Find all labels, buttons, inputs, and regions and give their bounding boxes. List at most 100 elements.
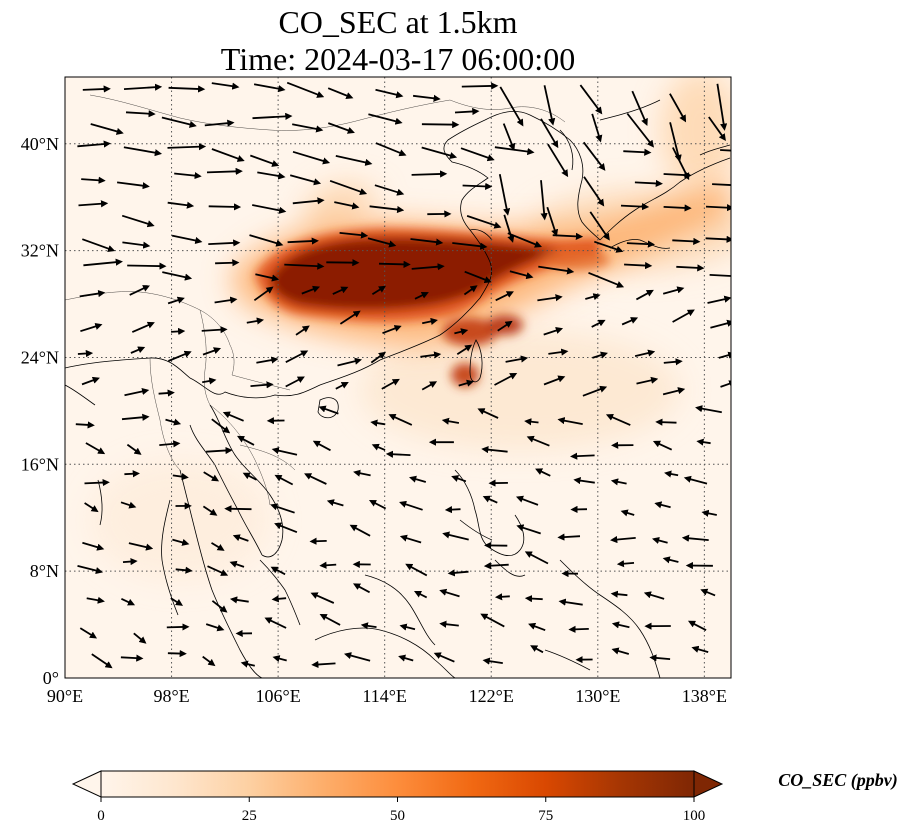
wind-arrow: [582, 385, 608, 397]
wind-arrow: [349, 524, 371, 537]
wind-arrow: [528, 622, 546, 632]
wind-arrow: [250, 381, 274, 389]
wind-arrow: [170, 597, 184, 606]
wind-arrow: [120, 654, 144, 662]
wind-arrow: [439, 620, 459, 628]
wind-arrow: [611, 647, 630, 655]
wind-arrow: [626, 112, 655, 148]
wind-arrow: [524, 418, 539, 426]
wind-arrow: [211, 542, 225, 551]
wind-arrow: [623, 148, 652, 156]
wind-arrow: [652, 440, 673, 451]
title-line-2: Time: 2024-03-17 06:00:00: [220, 41, 576, 77]
wind-arrow: [594, 240, 624, 253]
wind-arrow: [381, 378, 400, 390]
wind-arrow: [84, 502, 99, 513]
wind-arrow: [421, 121, 460, 129]
wind-arrow: [696, 438, 711, 446]
wind-arrow: [253, 83, 286, 93]
wind-arrow: [214, 296, 238, 304]
wind-arrow: [204, 119, 235, 127]
wind-arrow: [167, 143, 207, 151]
wind-arrow: [411, 263, 445, 271]
wind-arrow: [81, 376, 100, 386]
wind-arrow: [452, 242, 488, 250]
wind-arrow: [201, 326, 228, 334]
wind-arrow: [460, 147, 495, 162]
wind-arrow: [252, 204, 287, 214]
wind-arrow: [206, 446, 233, 455]
wind-arrow: [388, 414, 413, 426]
wind-arrow: [700, 588, 716, 597]
wind-arrow: [456, 344, 473, 355]
wind-arrow: [610, 590, 628, 598]
wind-arrow: [399, 500, 423, 511]
wind-arrow: [271, 595, 287, 603]
wind-arrow: [543, 327, 564, 336]
wind-arrow: [202, 347, 222, 356]
wind-arrow: [466, 215, 502, 229]
wind-arrow: [676, 264, 705, 272]
wind-arrow: [304, 473, 327, 485]
wind-arrow: [420, 351, 442, 359]
wind-arrow: [515, 495, 539, 506]
wind-arrow: [375, 88, 404, 99]
wind-arrow: [368, 113, 403, 125]
wind-arrow: [507, 232, 543, 248]
wind-arrow: [410, 238, 444, 246]
wind-arrow: [442, 531, 469, 541]
wind-arrow: [538, 265, 575, 275]
co-haze: [90, 77, 731, 580]
wind-arrow: [318, 405, 339, 415]
wind-arrow: [409, 475, 427, 483]
lon-tick-label: 130°E: [575, 686, 620, 706]
wind-arrow: [286, 81, 325, 98]
wind-arrow: [249, 154, 280, 167]
wind-arrow: [371, 285, 387, 296]
wind-arrow: [86, 596, 105, 604]
wind-arrow: [413, 591, 428, 599]
wind-arrow: [705, 204, 731, 212]
wind-arrow: [215, 259, 240, 267]
wind-arrow: [537, 294, 563, 302]
wind-arrow: [433, 652, 455, 663]
wind-arrow: [319, 561, 337, 569]
wind-arrow: [222, 411, 244, 422]
wind-arrow: [344, 652, 371, 662]
map-area: [65, 77, 731, 678]
lon-tick-label: 90°E: [47, 686, 83, 706]
wind-arrow: [249, 234, 284, 247]
wind-arrow: [662, 387, 686, 396]
wind-arrow: [664, 470, 679, 478]
wind-arrow: [127, 262, 167, 270]
wind-arrow: [80, 322, 103, 333]
wind-arrow: [535, 468, 551, 477]
wind-arrow: [530, 645, 544, 654]
wind-arrow: [171, 234, 203, 244]
wind-arrow: [503, 214, 515, 243]
wind-arrow: [334, 201, 360, 210]
colorbar-gradient: [101, 771, 694, 797]
wind-arrow: [77, 140, 111, 148]
wind-arrow: [662, 286, 685, 295]
wind-arrow: [327, 87, 354, 99]
colorbar-tick-label: 0: [97, 808, 105, 824]
wind-arrow: [444, 506, 461, 514]
wind-arrow: [477, 408, 499, 419]
wind-arrow: [166, 623, 190, 631]
wind-arrow: [405, 563, 428, 577]
wind-arrow: [287, 237, 319, 245]
wind-arrow: [292, 150, 331, 165]
colorbar-extend-min: [71, 770, 102, 798]
wind-arrow: [289, 174, 322, 186]
wind-arrow: [683, 475, 708, 485]
wind-arrow: [454, 328, 469, 336]
wind-arrow: [206, 167, 243, 175]
wind-arrow: [681, 534, 709, 542]
wind-arrow: [610, 478, 627, 486]
wind-arrow: [709, 272, 731, 280]
wind-arrow: [203, 471, 220, 482]
wind-arrow: [285, 376, 305, 388]
wind-arrow: [159, 440, 181, 448]
wind-arrow: [312, 440, 331, 452]
